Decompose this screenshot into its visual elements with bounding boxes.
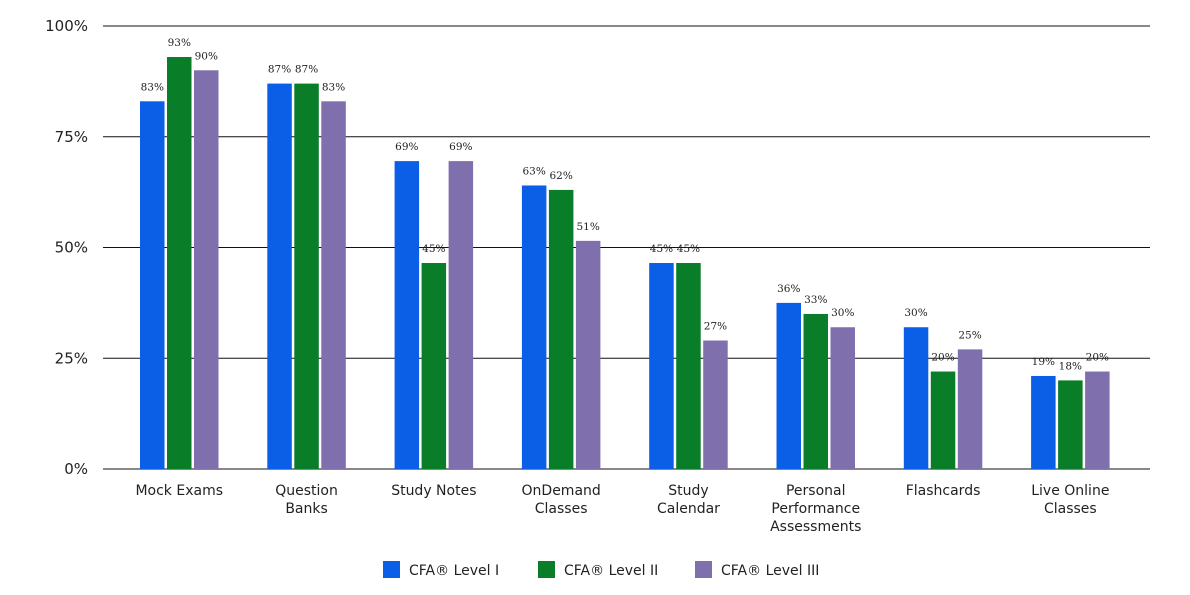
x-tick-label: Personal Performance Assessments bbox=[770, 483, 861, 535]
bar bbox=[194, 70, 219, 470]
data-label: 87% bbox=[295, 64, 318, 76]
bar bbox=[903, 327, 929, 469]
legend-swatch bbox=[383, 561, 400, 578]
x-tick-label-line: Mock Exams bbox=[135, 483, 223, 499]
data-label: 69% bbox=[395, 141, 418, 153]
x-tick-label-line: Live Online bbox=[1031, 483, 1109, 499]
data-label: 36% bbox=[777, 283, 800, 295]
bar bbox=[649, 263, 674, 469]
x-tick-label-line: Question bbox=[275, 483, 338, 499]
bar bbox=[575, 240, 601, 469]
x-tick-label-line: Classes bbox=[535, 501, 588, 517]
data-labels: 83% 93% 90% 87% 87% 83% 69% 45% 69% 63% 62% 51% 45% 4… bbox=[141, 37, 1109, 372]
data-label: 19% bbox=[1032, 356, 1055, 368]
bar bbox=[830, 327, 855, 469]
legend-swatch bbox=[538, 561, 555, 578]
x-tick-label: Live Online Classes bbox=[1031, 483, 1109, 517]
data-label: 33% bbox=[804, 294, 827, 306]
data-label: 27% bbox=[704, 321, 727, 333]
x-tick-label-line: Flashcards bbox=[906, 483, 981, 499]
bar bbox=[1085, 371, 1110, 469]
data-label: 90% bbox=[195, 50, 218, 62]
x-tick-label-line: Performance bbox=[771, 501, 860, 517]
x-tick-label-line: Banks bbox=[285, 501, 327, 517]
x-tick-label-line: OnDemand bbox=[522, 483, 601, 499]
y-tick-label: 25% bbox=[55, 349, 88, 367]
bar bbox=[394, 161, 420, 470]
data-label: 62% bbox=[549, 170, 572, 182]
data-label: 83% bbox=[322, 81, 345, 93]
y-axis-ticks: 0% 25% 50% 75% 100% bbox=[45, 17, 88, 478]
x-axis-ticks: Mock Exams Question Banks Study Notes OnDema… bbox=[135, 483, 1109, 535]
bar bbox=[548, 189, 574, 469]
bar bbox=[930, 371, 956, 469]
data-label: 25% bbox=[958, 329, 981, 341]
x-tick-label-line: Study Notes bbox=[391, 483, 476, 499]
data-label: 87% bbox=[268, 64, 291, 76]
data-label: 30% bbox=[831, 307, 854, 319]
x-tick-label: Study Calendar bbox=[657, 483, 720, 517]
data-label: 20% bbox=[1086, 352, 1109, 364]
x-tick-label-line: Calendar bbox=[657, 501, 720, 517]
bar bbox=[1031, 375, 1056, 469]
data-label: 18% bbox=[1059, 360, 1082, 372]
y-tick-label: 75% bbox=[55, 128, 88, 146]
x-tick-label-line: Assessments bbox=[770, 519, 861, 535]
data-label: 45% bbox=[677, 243, 700, 255]
bar bbox=[448, 161, 474, 470]
x-tick-label-line: Study bbox=[668, 483, 708, 499]
bar bbox=[521, 185, 547, 470]
data-label: 45% bbox=[650, 243, 673, 255]
bars bbox=[140, 57, 1110, 470]
bar bbox=[703, 340, 728, 469]
x-tick-label: Question Banks bbox=[275, 483, 338, 517]
bar bbox=[267, 83, 292, 469]
data-label: 83% bbox=[141, 81, 164, 93]
bar bbox=[803, 313, 828, 469]
bar bbox=[140, 101, 165, 469]
legend-label: CFA® Level III bbox=[721, 563, 819, 579]
x-tick-label-line: Personal bbox=[786, 483, 846, 499]
x-tick-label: Flashcards bbox=[906, 483, 981, 499]
x-tick-label: Study Notes bbox=[391, 483, 476, 499]
bar bbox=[421, 263, 447, 469]
legend-swatch bbox=[695, 561, 712, 578]
bar bbox=[167, 57, 192, 469]
data-label: 20% bbox=[931, 352, 954, 364]
bar bbox=[1058, 380, 1083, 469]
x-tick-label-line: Classes bbox=[1044, 501, 1097, 517]
data-label: 93% bbox=[168, 37, 191, 49]
x-tick-label: Mock Exams bbox=[135, 483, 223, 499]
y-tick-label: 0% bbox=[64, 460, 88, 478]
legend-label: CFA® Level II bbox=[564, 563, 658, 579]
data-label: 30% bbox=[904, 307, 927, 319]
grid-lines bbox=[103, 25, 1150, 470]
y-tick-label: 100% bbox=[45, 17, 88, 35]
legend-label: CFA® Level I bbox=[409, 563, 499, 579]
data-label: 69% bbox=[449, 141, 472, 153]
y-tick-label: 50% bbox=[55, 239, 88, 257]
bar bbox=[294, 83, 319, 469]
bar bbox=[776, 302, 801, 469]
data-label: 63% bbox=[522, 165, 545, 177]
x-tick-label: OnDemand Classes bbox=[522, 483, 601, 517]
bar bbox=[957, 349, 983, 469]
bar bbox=[321, 101, 346, 469]
data-label: 45% bbox=[422, 243, 445, 255]
legend: CFA® Level I CFA® Level II CFA® Level III bbox=[383, 561, 819, 579]
bar bbox=[676, 263, 701, 469]
data-label: 51% bbox=[576, 221, 599, 233]
